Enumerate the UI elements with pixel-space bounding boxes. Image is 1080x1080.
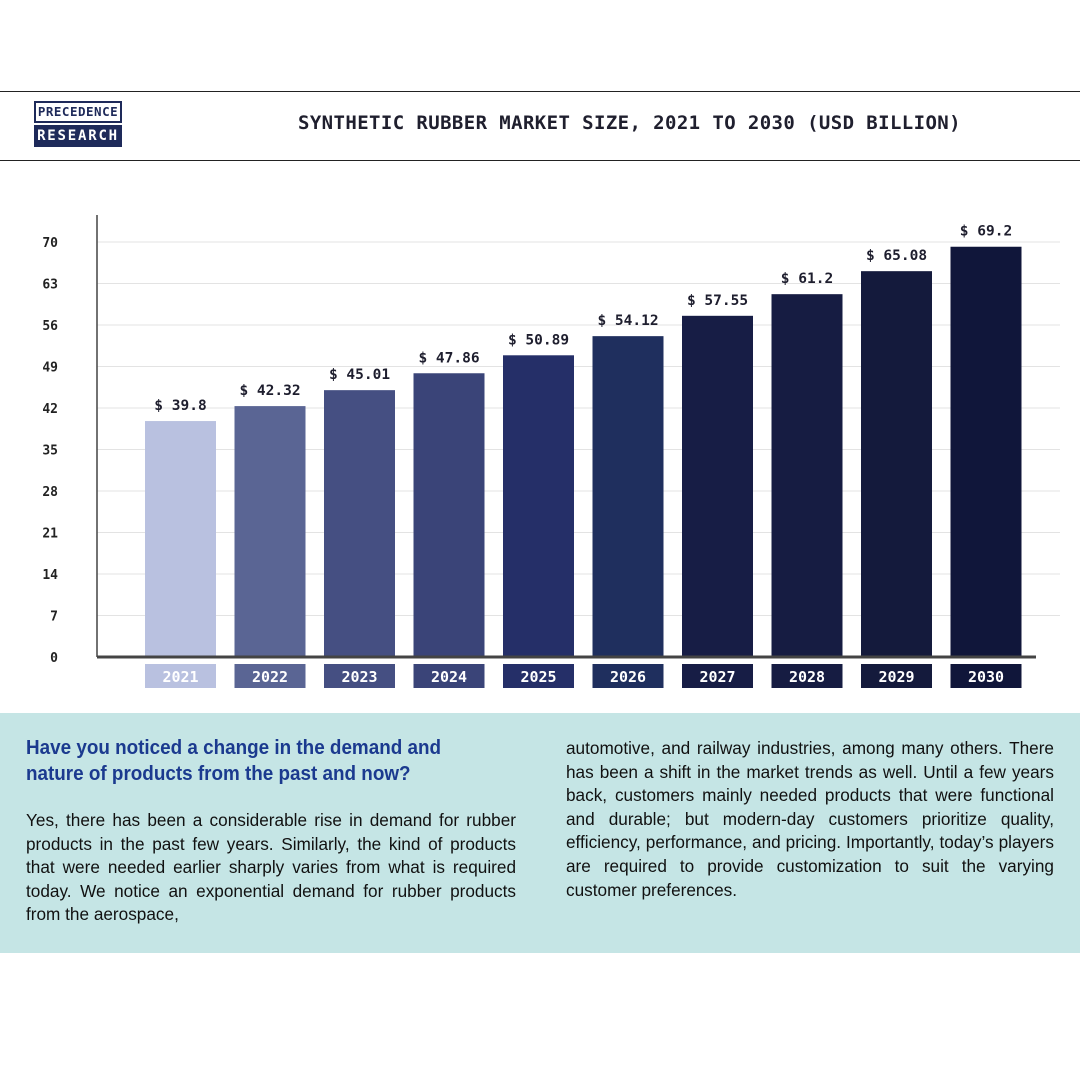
y-tick-label: 21 xyxy=(42,527,58,542)
article-paragraph-left: Yes, there has been a considerable rise … xyxy=(26,810,516,925)
value-label-2023: $ 45.01 xyxy=(329,367,390,383)
logo-bottom-text: RESEARCH xyxy=(34,125,122,147)
y-tick-label: 70 xyxy=(42,236,58,251)
article-panel: Have you noticed a change in the demand … xyxy=(0,713,1080,953)
logo-top-text: PRECEDENCE xyxy=(34,101,122,123)
value-label-2030: $ 69.2 xyxy=(960,224,1012,240)
bar-2027 xyxy=(682,315,753,657)
bars xyxy=(145,246,1022,657)
bar-2024 xyxy=(413,373,485,657)
bar-2030 xyxy=(950,246,1022,657)
x-label-box-2023 xyxy=(324,664,395,688)
y-tick-label: 56 xyxy=(42,319,58,334)
value-label-2022: $ 42.32 xyxy=(239,383,300,399)
x-tick-label-2028: 2028 xyxy=(789,668,825,686)
bar-2023 xyxy=(324,390,395,657)
value-label-2024: $ 47.86 xyxy=(418,350,479,366)
value-label-2021: $ 39.8 xyxy=(154,398,206,414)
bar-2021 xyxy=(145,421,216,657)
y-axis-ticks: 0 7 14 21 28 35 42 49 56 63 70 xyxy=(42,236,58,666)
article-question: Have you noticed a change in the demand … xyxy=(26,736,442,785)
bar-2022 xyxy=(234,406,306,657)
bar-2029 xyxy=(861,271,932,657)
chart-title: SYNTHETIC RUBBER MARKET SIZE, 2021 TO 20… xyxy=(298,112,961,134)
x-tick-label-2030: 2030 xyxy=(968,668,1004,686)
y-tick-label: 42 xyxy=(42,402,58,417)
x-tick-label-2021: 2021 xyxy=(162,668,198,686)
article-paragraph-right: automotive, and railway industries, amon… xyxy=(566,738,1054,900)
y-tick-label: 14 xyxy=(42,568,58,583)
y-tick-label: 49 xyxy=(42,361,58,376)
bar-2026 xyxy=(592,336,664,657)
bar-2028 xyxy=(771,294,843,657)
value-labels: $ 39.8 $ 42.32 $ 45.01 $ 47.86 $ 50.89 $ 54.1… xyxy=(154,224,1012,414)
x-label-box-2022 xyxy=(234,664,306,688)
value-label-2026: $ 54.12 xyxy=(597,313,658,329)
x-tick-label-2029: 2029 xyxy=(878,668,914,686)
y-tick-label: 28 xyxy=(42,485,58,500)
x-label-box-2027 xyxy=(682,664,753,688)
x-label-box-2021 xyxy=(145,664,216,688)
y-tick-label: 0 xyxy=(50,651,58,666)
x-tick-label-2022: 2022 xyxy=(252,668,288,686)
y-tick-label: 7 xyxy=(50,610,58,625)
y-tick-label: 63 xyxy=(42,278,58,293)
bar-2025 xyxy=(503,355,574,657)
value-label-2029: $ 65.08 xyxy=(866,248,927,264)
x-tick-label-2023: 2023 xyxy=(341,668,377,686)
x-label-box-2030 xyxy=(950,664,1022,688)
value-label-2027: $ 57.55 xyxy=(687,293,748,309)
value-label-2025: $ 50.89 xyxy=(508,332,569,348)
precedence-research-logo: PRECEDENCE RESEARCH xyxy=(34,101,122,149)
x-label-box-2025 xyxy=(503,664,574,688)
x-label-box-2024 xyxy=(413,664,485,688)
x-label-box-2026 xyxy=(592,664,664,688)
y-tick-label: 35 xyxy=(42,444,58,459)
x-tick-label-2024: 2024 xyxy=(431,668,467,686)
x-tick-label-2027: 2027 xyxy=(699,668,735,686)
x-tick-label-2026: 2026 xyxy=(610,668,646,686)
bar-chart: 0 7 14 21 28 35 42 49 56 63 70 $ 39.8 $ 42.32 $ 45.0… xyxy=(42,215,1060,688)
header-bar: PRECEDENCE RESEARCH SYNTHETIC RUBBER MAR… xyxy=(0,91,1080,161)
x-label-box-2029 xyxy=(861,664,932,688)
x-label-box-2028 xyxy=(771,664,843,688)
value-label-2028: $ 61.2 xyxy=(781,271,833,287)
x-axis-labels: 2021 2022 2023 2024 2025 2026 2027 2028 2029 2030 xyxy=(145,664,1022,688)
x-tick-label-2025: 2025 xyxy=(520,668,556,686)
